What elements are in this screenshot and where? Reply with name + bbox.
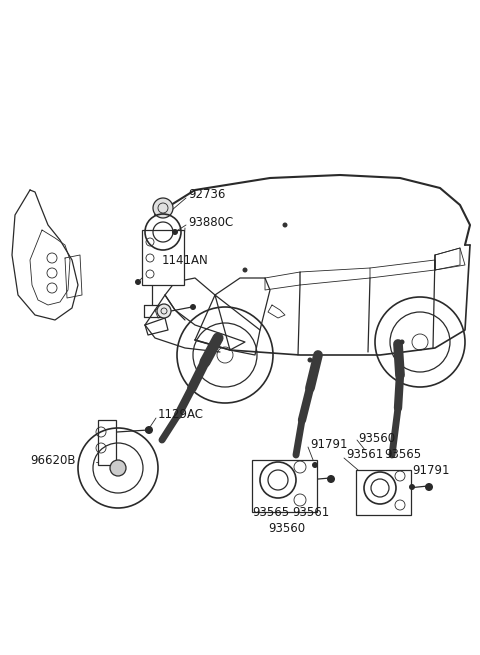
Circle shape xyxy=(145,427,151,433)
FancyBboxPatch shape xyxy=(356,470,411,515)
Circle shape xyxy=(110,460,126,476)
Circle shape xyxy=(308,358,312,362)
Circle shape xyxy=(157,304,171,318)
Circle shape xyxy=(283,223,288,227)
Text: 93560: 93560 xyxy=(268,521,305,534)
Text: 93561: 93561 xyxy=(346,449,383,462)
Circle shape xyxy=(135,279,141,285)
Circle shape xyxy=(312,462,318,468)
Text: 93565: 93565 xyxy=(384,449,421,462)
Circle shape xyxy=(172,229,178,235)
Circle shape xyxy=(409,484,415,490)
FancyBboxPatch shape xyxy=(98,420,116,465)
Circle shape xyxy=(145,426,153,434)
Text: 91791: 91791 xyxy=(412,464,449,476)
Circle shape xyxy=(242,267,248,272)
FancyBboxPatch shape xyxy=(252,460,317,512)
Circle shape xyxy=(327,475,335,483)
Text: 93560: 93560 xyxy=(358,432,395,445)
FancyBboxPatch shape xyxy=(142,230,184,285)
Text: 93880C: 93880C xyxy=(188,215,233,229)
Text: 1129AC: 1129AC xyxy=(158,409,204,422)
Text: 91791: 91791 xyxy=(310,438,348,451)
Circle shape xyxy=(399,339,405,345)
Text: 92736: 92736 xyxy=(188,189,226,202)
Text: 93561: 93561 xyxy=(292,506,329,519)
Text: 93565: 93565 xyxy=(252,506,289,519)
Circle shape xyxy=(190,304,196,310)
Circle shape xyxy=(153,198,173,218)
Text: 1141AN: 1141AN xyxy=(162,253,209,267)
Circle shape xyxy=(425,483,433,491)
Text: 96620B: 96620B xyxy=(30,453,75,466)
